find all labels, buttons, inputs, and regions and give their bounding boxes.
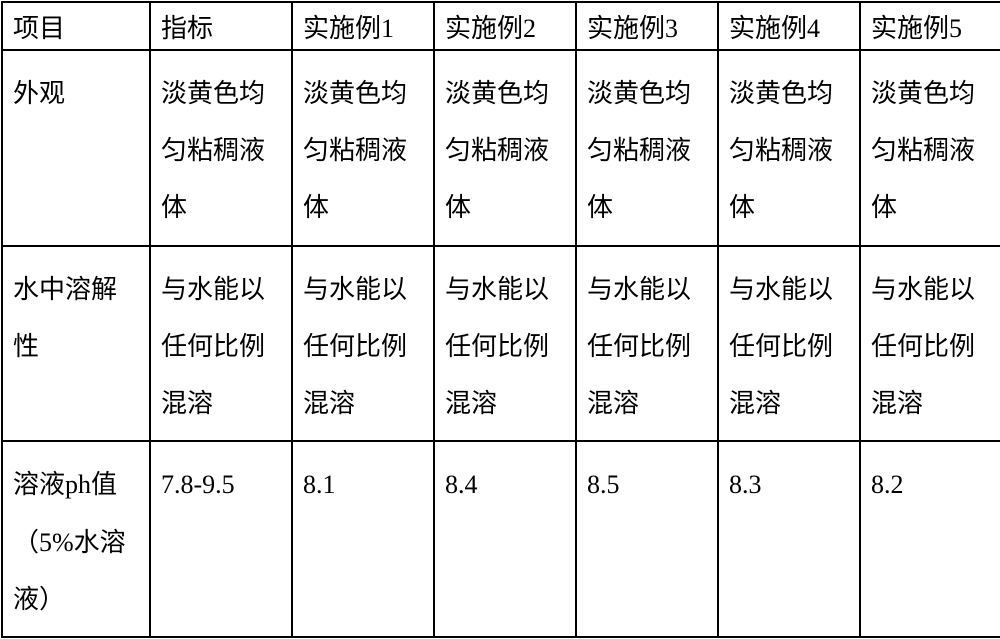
col-header-item: 项目 [2,2,150,50]
cell-appearance-ex3: 淡黄色均匀粘稠液体 [576,50,718,246]
col-header-example4: 实施例4 [718,2,860,50]
cell-appearance-ex4: 淡黄色均匀粘稠液体 [718,50,860,246]
row-label-appearance: 外观 [2,50,150,246]
col-header-example3: 实施例3 [576,2,718,50]
cell-ph-ex1: 8.1 [292,441,434,637]
row-label-ph: 溶液ph值（5%水溶液） [2,441,150,637]
col-header-example5: 实施例5 [860,2,1000,50]
cell-solubility-indicator: 与水能以任何比例混溶 [150,246,292,442]
cell-solubility-ex5: 与水能以任何比例混溶 [860,246,1000,442]
cell-ph-ex3: 8.5 [576,441,718,637]
cell-ph-ex5: 8.2 [860,441,1000,637]
table-row: 溶液ph值（5%水溶液） 7.8-9.5 8.1 8.4 8.5 8.3 8.2 [2,441,1000,637]
cell-solubility-ex2: 与水能以任何比例混溶 [434,246,576,442]
table-header-row: 项目 指标 实施例1 实施例2 实施例3 实施例4 实施例5 [2,2,1000,50]
cell-solubility-ex1: 与水能以任何比例混溶 [292,246,434,442]
cell-ph-ex2: 8.4 [434,441,576,637]
cell-appearance-ex2: 淡黄色均匀粘稠液体 [434,50,576,246]
cell-ph-indicator: 7.8-9.5 [150,441,292,637]
table-row: 外观 淡黄色均匀粘稠液体 淡黄色均匀粘稠液体 淡黄色均匀粘稠液体 淡黄色均匀粘稠… [2,50,1000,246]
properties-table: 项目 指标 实施例1 实施例2 实施例3 实施例4 实施例5 外观 淡黄色均匀粘… [1,1,1000,638]
cell-solubility-ex3: 与水能以任何比例混溶 [576,246,718,442]
col-header-indicator: 指标 [150,2,292,50]
cell-appearance-ex1: 淡黄色均匀粘稠液体 [292,50,434,246]
cell-solubility-ex4: 与水能以任何比例混溶 [718,246,860,442]
cell-appearance-ex5: 淡黄色均匀粘稠液体 [860,50,1000,246]
cell-ph-ex4: 8.3 [718,441,860,637]
col-header-example2: 实施例2 [434,2,576,50]
table-row: 水中溶解性 与水能以任何比例混溶 与水能以任何比例混溶 与水能以任何比例混溶 与… [2,246,1000,442]
col-header-example1: 实施例1 [292,2,434,50]
cell-appearance-indicator: 淡黄色均匀粘稠液体 [150,50,292,246]
row-label-solubility: 水中溶解性 [2,246,150,442]
